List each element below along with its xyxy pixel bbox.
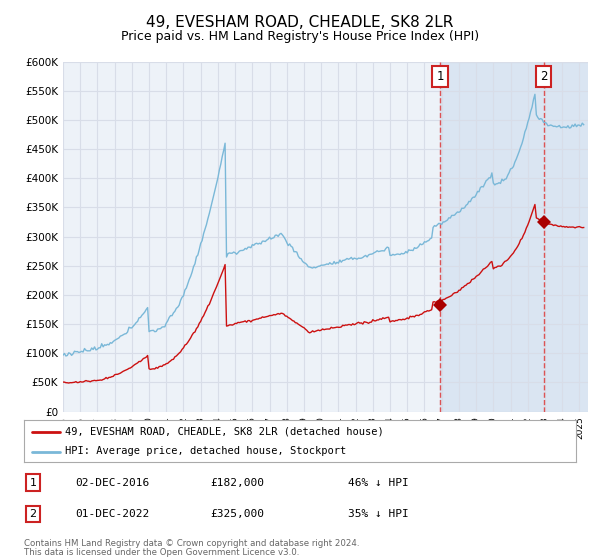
Bar [440, 62, 600, 412]
Text: Price paid vs. HM Land Registry's House Price Index (HPI): Price paid vs. HM Land Registry's House … [121, 30, 479, 43]
Text: 1: 1 [437, 69, 444, 83]
Text: £182,000: £182,000 [210, 478, 264, 488]
Text: 49, EVESHAM ROAD, CHEADLE, SK8 2LR (detached house): 49, EVESHAM ROAD, CHEADLE, SK8 2LR (deta… [65, 427, 384, 437]
Text: 35% ↓ HPI: 35% ↓ HPI [348, 509, 409, 519]
Text: 01-DEC-2022: 01-DEC-2022 [75, 509, 149, 519]
Text: 02-DEC-2016: 02-DEC-2016 [75, 478, 149, 488]
Text: 1: 1 [29, 478, 37, 488]
Text: Contains HM Land Registry data © Crown copyright and database right 2024.: Contains HM Land Registry data © Crown c… [24, 539, 359, 548]
Text: 49, EVESHAM ROAD, CHEADLE, SK8 2LR: 49, EVESHAM ROAD, CHEADLE, SK8 2LR [146, 15, 454, 30]
Text: This data is licensed under the Open Government Licence v3.0.: This data is licensed under the Open Gov… [24, 548, 299, 557]
Text: 2: 2 [540, 69, 547, 83]
Text: £325,000: £325,000 [210, 509, 264, 519]
Text: 46% ↓ HPI: 46% ↓ HPI [348, 478, 409, 488]
Text: HPI: Average price, detached house, Stockport: HPI: Average price, detached house, Stoc… [65, 446, 347, 456]
Text: 2: 2 [29, 509, 37, 519]
